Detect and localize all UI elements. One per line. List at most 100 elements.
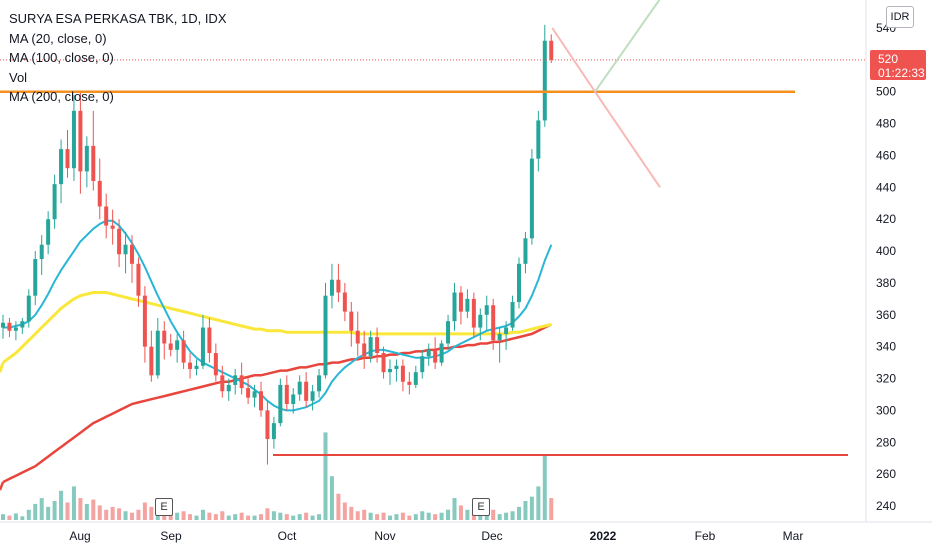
- volume-bar: [433, 514, 438, 520]
- candle-body: [478, 314, 483, 328]
- candle-body: [504, 327, 509, 334]
- volume-bar: [278, 512, 283, 520]
- volume-bar: [291, 515, 296, 520]
- candle-body: [52, 184, 57, 220]
- candle-body: [407, 381, 412, 385]
- volume-bar: [342, 502, 347, 520]
- volume-bar: [420, 511, 425, 520]
- legend-vol[interactable]: Vol: [9, 69, 28, 85]
- candle-body: [549, 40, 554, 60]
- volume-bar: [194, 515, 199, 520]
- volume-bar: [200, 509, 205, 520]
- volume-bar: [239, 512, 244, 520]
- candle-body: [355, 330, 360, 344]
- price-tick-label: 280: [876, 435, 896, 449]
- candle-body: [465, 298, 470, 312]
- candle-body: [368, 337, 373, 357]
- candle-body: [207, 327, 212, 354]
- volume-bar: [426, 512, 431, 520]
- currency-badge[interactable]: IDR: [886, 6, 914, 28]
- volume-bar: [226, 515, 231, 520]
- ma200-line-start: [0, 481, 5, 491]
- candle-body: [484, 305, 489, 315]
- candle-body: [233, 375, 238, 385]
- candle-body: [13, 327, 18, 331]
- volume-bar: [504, 512, 509, 520]
- volume-bar: [497, 514, 502, 520]
- projection-drop-line[interactable]: [551, 27, 596, 93]
- volume-bar: [529, 496, 534, 520]
- candle-body: [117, 228, 122, 255]
- volume-bar: [65, 502, 70, 520]
- time-tick-label: Feb: [695, 529, 716, 543]
- candle-body: [323, 295, 328, 376]
- volume-bar: [465, 509, 470, 520]
- candle-body: [394, 365, 399, 369]
- candle-body: [26, 295, 31, 322]
- chart-legend: SURYA ESA PERKASA TBK, 1D, IDX MA (20, c…: [9, 9, 226, 107]
- volume-bar: [304, 512, 309, 520]
- legend-ma20[interactable]: MA (20, close, 0): [9, 30, 107, 46]
- volume-bar: [188, 514, 193, 520]
- volume-bar: [123, 511, 128, 520]
- price-tick-label: 260: [876, 467, 896, 481]
- volume-bar: [84, 503, 89, 520]
- candle-body: [375, 337, 380, 354]
- candle-body: [213, 353, 218, 376]
- legend-ma200[interactable]: MA (200, close, 0): [9, 89, 114, 105]
- price-axis: 5405004804604404204003803603403203002802…: [865, 0, 896, 522]
- price-tick-label: 480: [876, 117, 896, 131]
- candle-body: [458, 292, 463, 312]
- time-tick-label: 2022: [590, 529, 617, 543]
- candle-body: [1, 322, 5, 328]
- volume-bar: [220, 511, 225, 520]
- price-tick-label: 380: [876, 276, 896, 290]
- last-price-value: 520: [878, 52, 899, 66]
- earnings-marker-nov[interactable]: E: [472, 498, 490, 516]
- time-tick-label: Aug: [69, 529, 90, 543]
- projection-down-line[interactable]: [594, 91, 661, 188]
- price-tick-label: 440: [876, 180, 896, 194]
- price-tick-label: 240: [876, 499, 896, 513]
- volume-bar: [452, 498, 457, 520]
- projection-up-line[interactable]: [594, 0, 662, 93]
- volume-bar: [142, 502, 147, 520]
- volume-bar: [368, 512, 373, 520]
- candle-body: [291, 394, 296, 405]
- candle-body: [310, 391, 315, 401]
- volume-bar: [484, 514, 489, 520]
- candle-body: [523, 238, 528, 264]
- candle-body: [420, 356, 425, 373]
- earnings-marker-sep[interactable]: E: [155, 498, 173, 516]
- volume-bar: [458, 505, 463, 520]
- volume-bar: [542, 454, 547, 520]
- candle-body: [104, 206, 109, 226]
- candle-body: [297, 381, 302, 395]
- volume-bar: [355, 511, 360, 520]
- volume-bar: [78, 498, 83, 520]
- volume-bar: [20, 516, 25, 520]
- volume-bar: [284, 514, 289, 520]
- legend-ma100[interactable]: MA (100, close, 0): [9, 50, 114, 66]
- time-tick-label: Mar: [783, 529, 804, 543]
- candle-body: [200, 327, 205, 366]
- volume-bar: [259, 514, 263, 520]
- candle-body: [226, 384, 231, 392]
- volume-bar: [491, 509, 496, 520]
- candle-body: [304, 381, 309, 401]
- volume-bar: [13, 513, 18, 520]
- candle-body: [336, 279, 341, 293]
- volume-bar: [233, 514, 238, 520]
- volume-bar: [439, 512, 444, 520]
- volume-bar: [362, 509, 367, 520]
- volume-bar: [510, 511, 515, 520]
- candle-body: [446, 321, 451, 344]
- bar-countdown: 01:22:33: [878, 66, 925, 80]
- candle-body: [91, 145, 96, 181]
- ma100-line-start: [0, 362, 5, 373]
- volume-bar: [446, 509, 451, 520]
- volume-bar: [536, 486, 541, 520]
- volume-bar: [162, 512, 167, 520]
- candle-body: [413, 372, 418, 385]
